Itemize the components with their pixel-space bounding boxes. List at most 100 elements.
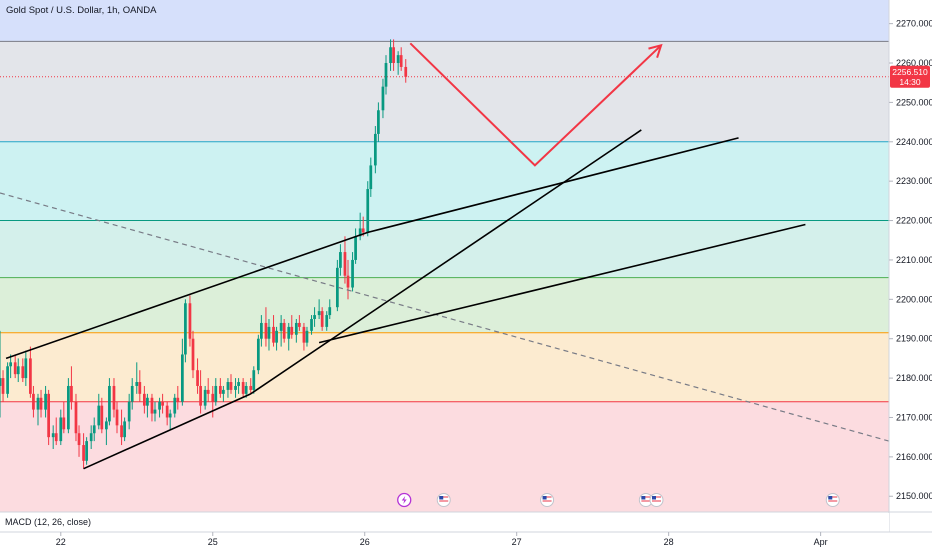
current-price-badge: 2256.510 14:30 (890, 65, 930, 88)
candle-body (176, 397, 180, 402)
drawings[interactable] (0, 42, 889, 470)
candle-body (396, 55, 400, 64)
trend-line-2[interactable] (83, 393, 252, 470)
flag-stripe (641, 496, 651, 498)
candle (158, 397, 161, 418)
zone-band-2 (0, 141, 889, 221)
macd-label[interactable]: MACD (12, 26, close) (5, 517, 91, 527)
candle (203, 385, 207, 410)
trend-line-3[interactable] (250, 129, 642, 395)
candle-body (298, 322, 301, 327)
symbol-title[interactable]: Gold Spot / U.S. Dollar, 1h, OANDA (6, 5, 157, 16)
candle-body (47, 393, 50, 438)
event-circle (649, 493, 664, 507)
candle-body (392, 47, 395, 64)
candle-body (158, 401, 161, 410)
y-tick-label: 2220.000 (896, 216, 932, 226)
y-tick-label: 2230.000 (896, 176, 932, 186)
candle-body (112, 385, 116, 410)
candle-body (21, 366, 25, 379)
flag-stripe (828, 498, 838, 500)
candle (44, 385, 47, 418)
flag-stripe (641, 498, 651, 500)
trend-line-4[interactable] (318, 223, 806, 344)
dashed-trend-line[interactable] (0, 192, 889, 442)
candle (214, 378, 218, 406)
candle-body (100, 405, 104, 430)
candle (335, 259, 339, 312)
candle (313, 307, 316, 327)
candle (168, 409, 172, 430)
candle-body (70, 385, 73, 402)
candle (70, 366, 73, 410)
projection-path[interactable] (409, 42, 662, 167)
flag-stripe (651, 502, 661, 504)
candle (302, 322, 306, 351)
candle-body (115, 409, 119, 426)
zone-band-3 (0, 220, 889, 278)
candle-body (32, 393, 35, 410)
candle (234, 378, 237, 398)
candle-body (77, 433, 81, 446)
candle (396, 51, 400, 75)
us-flag-event-icon[interactable] (638, 493, 653, 507)
candle (294, 319, 298, 343)
candle-body (302, 326, 306, 343)
zone-band-0 (0, 0, 889, 42)
candle (267, 319, 271, 351)
candle (29, 346, 32, 398)
candle-body (404, 66, 408, 77)
trend-line-1[interactable] (367, 137, 739, 234)
flag-stripe (828, 496, 838, 498)
candle-body (373, 133, 377, 166)
candle-body (343, 252, 347, 276)
candle-body (130, 385, 134, 402)
time-axis[interactable]: 2225262728Apr2345 (56, 532, 932, 547)
candle-body (92, 425, 96, 434)
candle-body (153, 409, 157, 414)
us-flag-event-icon[interactable] (825, 493, 840, 507)
us-flag-event-icon[interactable] (540, 493, 555, 507)
candle (351, 252, 354, 292)
x-tick-label: 27 (512, 537, 522, 547)
macd-pane[interactable] (0, 513, 889, 532)
candle (229, 374, 233, 394)
trend-line-0[interactable] (5, 231, 369, 360)
candle (346, 259, 350, 300)
candle (320, 307, 324, 331)
y-tick-label: 2240.000 (896, 137, 932, 147)
candle (339, 244, 342, 276)
flash-glyph (401, 496, 407, 504)
flag-stripe (651, 498, 661, 500)
candle-body (9, 362, 13, 367)
candle-body (29, 358, 32, 394)
candle (120, 409, 123, 446)
candle-body (211, 393, 215, 402)
dividend-flash-icon[interactable] (397, 492, 412, 508)
us-flag-event-icon[interactable] (649, 493, 664, 507)
candle (377, 102, 380, 142)
y-tick-label: 2160.000 (896, 452, 932, 462)
flag-stripe (439, 500, 449, 502)
candle-body (313, 315, 316, 320)
flag-stripe (651, 496, 661, 498)
price-axis[interactable]: 2150.000 2160.000 2170.000 2180.000 2190.000… (889, 19, 932, 502)
candle (275, 326, 278, 351)
zone-band-5 (0, 332, 889, 402)
economic-events[interactable] (397, 492, 840, 508)
candle (282, 319, 286, 343)
candle-body (105, 421, 108, 430)
candle-body (279, 322, 283, 331)
candle (0, 330, 2, 418)
us-flag-event-icon[interactable] (436, 493, 451, 507)
candle-body (339, 252, 342, 268)
fib-zones (0, 0, 889, 512)
candle (305, 326, 309, 347)
candle (384, 55, 388, 95)
candle-body (97, 405, 101, 426)
candle-body (214, 385, 218, 402)
candle (13, 354, 17, 379)
candle-body (260, 322, 263, 339)
candle (373, 126, 377, 174)
